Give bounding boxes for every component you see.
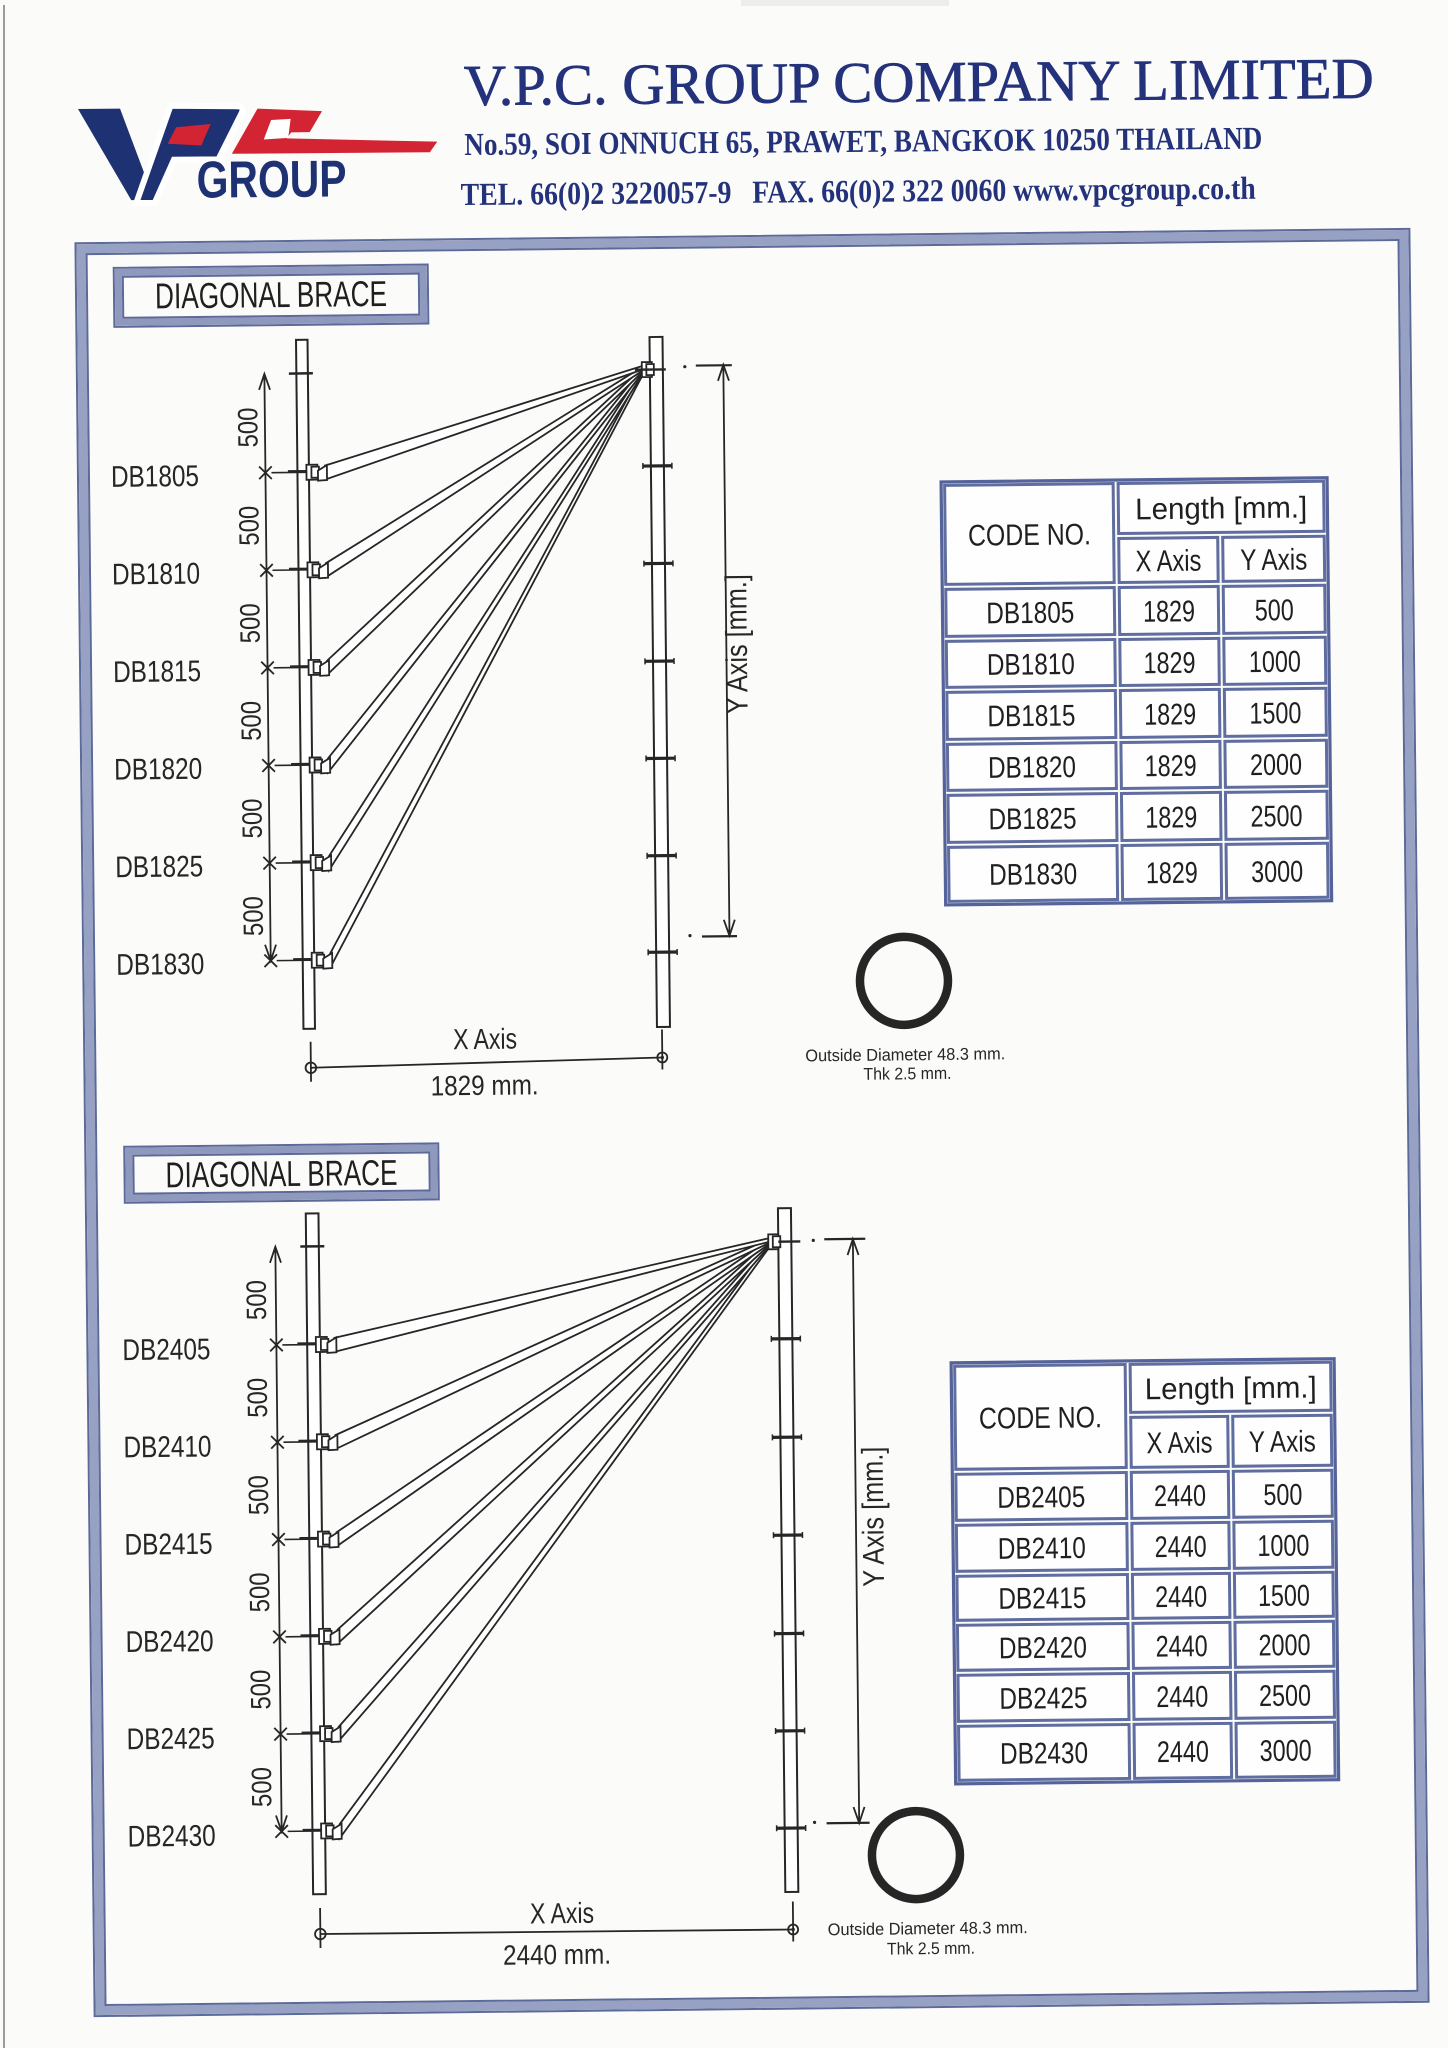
svg-text:X Axis: X Axis (1135, 545, 1201, 579)
svg-text:X Axis: X Axis (1146, 1427, 1212, 1461)
svg-text:2440: 2440 (1154, 1531, 1206, 1565)
svg-text:500: 500 (246, 1767, 277, 1807)
svg-text:1000: 1000 (1257, 1529, 1309, 1563)
svg-text:V.P.C. GROUP COMPANY LIMITED: V.P.C. GROUP COMPANY LIMITED (464, 46, 1374, 118)
svg-text:500: 500 (236, 798, 267, 838)
svg-text:500: 500 (1263, 1479, 1302, 1512)
svg-text:GROUP: GROUP (196, 150, 346, 209)
svg-text:DB2430: DB2430 (1000, 1737, 1088, 1771)
svg-text:1829: 1829 (1143, 595, 1195, 629)
svg-text:2440 mm.: 2440 mm. (503, 1939, 611, 1971)
svg-text:2500: 2500 (1259, 1679, 1311, 1713)
svg-text:Y Axis: Y Axis (1240, 543, 1307, 577)
svg-text:1829: 1829 (1146, 857, 1198, 891)
svg-text:DB1815: DB1815 (987, 699, 1075, 733)
svg-text:2440: 2440 (1154, 1480, 1206, 1514)
svg-text:DB1810: DB1810 (112, 558, 200, 592)
svg-text:Thk 2.5 mm.: Thk 2.5 mm. (887, 1939, 975, 1959)
svg-text:500: 500 (235, 701, 266, 741)
svg-text:1829 mm.: 1829 mm. (430, 1069, 538, 1101)
svg-text:Thk 2.5 mm.: Thk 2.5 mm. (863, 1064, 951, 1084)
svg-text:2500: 2500 (1250, 800, 1302, 834)
svg-text:X Axis: X Axis (453, 1024, 517, 1057)
svg-text:2440: 2440 (1155, 1581, 1207, 1615)
svg-text:1829: 1829 (1145, 801, 1197, 835)
svg-text:500: 500 (243, 1475, 274, 1515)
svg-text:500: 500 (233, 506, 264, 546)
svg-text:2000: 2000 (1250, 749, 1302, 783)
svg-text:500: 500 (241, 1280, 272, 1320)
svg-text:DB2425: DB2425 (999, 1682, 1087, 1716)
svg-text:2440: 2440 (1156, 1681, 1208, 1715)
svg-text:DB2410: DB2410 (123, 1430, 211, 1464)
svg-text:3000: 3000 (1259, 1734, 1311, 1768)
svg-text:1500: 1500 (1258, 1579, 1310, 1613)
svg-text:3000: 3000 (1251, 856, 1303, 890)
svg-text:1829: 1829 (1144, 698, 1196, 732)
svg-text:DB2405: DB2405 (997, 1481, 1085, 1515)
svg-text:DB2410: DB2410 (998, 1532, 1086, 1566)
svg-text:CODE NO.: CODE NO. (979, 1401, 1102, 1435)
svg-text:Y Axis: Y Axis (1249, 1425, 1316, 1459)
svg-text:DB2430: DB2430 (128, 1820, 216, 1854)
svg-text:DIAGONAL BRACE: DIAGONAL BRACE (165, 1152, 397, 1196)
svg-text:2440: 2440 (1156, 1630, 1208, 1664)
svg-text:Length [mm.]: Length [mm.] (1145, 1371, 1317, 1406)
svg-text:500: 500 (244, 1572, 275, 1612)
svg-text:1000: 1000 (1249, 646, 1301, 680)
svg-text:Outside Diameter 48.3 mm.: Outside Diameter 48.3 mm. (805, 1044, 1005, 1065)
svg-text:DB2425: DB2425 (126, 1722, 214, 1756)
svg-text:Y Axis [mm.]: Y Axis [mm.] (720, 574, 755, 714)
svg-text:DB1815: DB1815 (113, 655, 201, 689)
svg-text:DB2405: DB2405 (122, 1333, 210, 1367)
svg-text:DB1825: DB1825 (115, 850, 203, 884)
svg-text:Outside Diameter 48.3 mm.: Outside Diameter 48.3 mm. (828, 1918, 1028, 1939)
svg-text:Length [mm.]: Length [mm.] (1135, 491, 1307, 526)
svg-text:DB2420: DB2420 (999, 1631, 1087, 1665)
svg-text:DB1825: DB1825 (988, 802, 1076, 836)
svg-text:DB1805: DB1805 (111, 460, 199, 494)
svg-text:Y Axis [mm.]: Y Axis [mm.] (857, 1447, 892, 1587)
svg-text:2440: 2440 (1157, 1736, 1209, 1770)
svg-text:500: 500 (238, 896, 269, 936)
svg-text:2000: 2000 (1258, 1629, 1310, 1663)
svg-text:DB2415: DB2415 (124, 1528, 212, 1562)
svg-text:DB2420: DB2420 (125, 1625, 213, 1659)
svg-text:No.59, SOI ONNUCH 65, PRAWET,: No.59, SOI ONNUCH 65, PRAWET, BANGKOK 10… (464, 120, 1262, 162)
svg-text:500: 500 (245, 1669, 276, 1709)
svg-text:500: 500 (242, 1378, 273, 1418)
svg-text:500: 500 (1255, 594, 1294, 627)
svg-text:1500: 1500 (1249, 697, 1301, 731)
svg-text:DIAGONAL BRACE: DIAGONAL BRACE (155, 273, 387, 317)
svg-text:DB2415: DB2415 (998, 1582, 1086, 1616)
svg-text:TEL. 66(0)2 3220057-9 FAX. 6: TEL. 66(0)2 3220057-9 FAX. 66(0)2 322 00… (461, 170, 1256, 212)
svg-text:1829: 1829 (1143, 647, 1195, 681)
svg-text:500: 500 (234, 603, 265, 643)
svg-text:DB1830: DB1830 (989, 858, 1077, 892)
svg-text:DB1820: DB1820 (988, 751, 1076, 785)
svg-text:CODE NO.: CODE NO. (968, 518, 1091, 552)
svg-text:1829: 1829 (1145, 750, 1197, 784)
svg-text:500: 500 (232, 407, 263, 447)
svg-text:X Axis: X Axis (530, 1898, 594, 1931)
svg-text:DB1830: DB1830 (116, 948, 204, 982)
svg-text:DB1805: DB1805 (986, 596, 1074, 630)
svg-text:DB1820: DB1820 (114, 753, 202, 787)
svg-text:DB1810: DB1810 (987, 648, 1075, 682)
